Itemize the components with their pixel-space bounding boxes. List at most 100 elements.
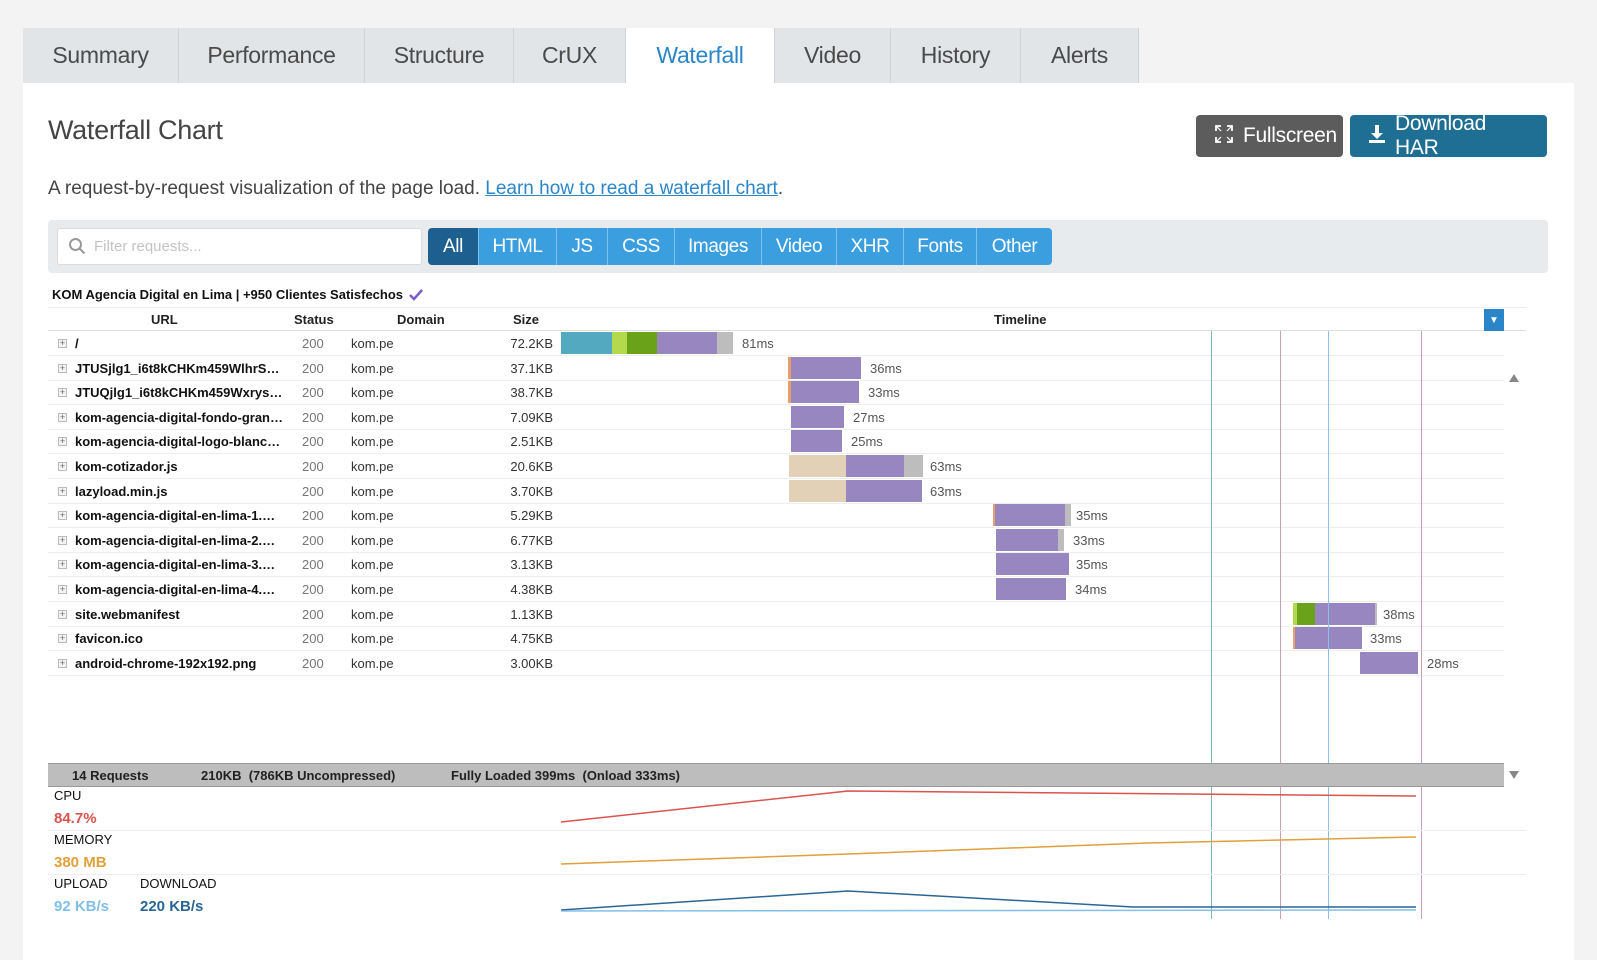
expand-row-icon[interactable]: + xyxy=(58,485,67,496)
timing-segment xyxy=(717,332,733,354)
description-end: . xyxy=(777,178,784,199)
request-duration: 81ms xyxy=(742,336,774,351)
timing-marker-line xyxy=(1421,331,1422,919)
timing-segment xyxy=(1315,602,1375,625)
timing-segment xyxy=(789,455,846,477)
timing-segment xyxy=(1375,602,1377,625)
tab-video[interactable]: Video xyxy=(775,28,891,83)
expand-row-icon[interactable]: + xyxy=(58,584,67,594)
verified-check-icon xyxy=(409,288,423,301)
tab-waterfall[interactable]: Waterfall xyxy=(626,28,775,83)
request-url: site.webmanifest xyxy=(75,606,180,622)
request-row[interactable]: + kom-agencia-digital-logo-blanco.svg 200 k… xyxy=(48,429,1504,455)
memory-line xyxy=(560,836,1417,865)
timing-segment xyxy=(1293,602,1297,625)
request-url: kom-agencia-digital-en-lima-2.webp xyxy=(75,532,285,548)
expand-row-icon[interactable]: + xyxy=(58,633,67,644)
request-row[interactable]: + lazyload.min.js 200 kom.pe 3.70KB 63ms xyxy=(48,479,1504,504)
filter-chip-other[interactable]: Other xyxy=(977,228,1052,265)
request-row[interactable]: + kom-agencia-digital-fondo-grande.webp 20… xyxy=(48,405,1504,430)
download-har-button[interactable]: Download HAR xyxy=(1350,112,1547,159)
col-domain[interactable]: Domain xyxy=(397,312,445,327)
request-url: JTUSjlg1_i6t8kCHKm459WlhrSTU.woff2 xyxy=(75,360,285,376)
tab-bar: Summary Performance Structure CrUX Waterfall… xyxy=(23,28,1139,83)
request-size: 2.51KB xyxy=(510,434,553,450)
col-url[interactable]: URL xyxy=(151,312,178,327)
timing-segment xyxy=(612,332,627,354)
request-row[interactable]: + JTUQjlg1_i6t8kCHKm459Wxrys.woff2 200 kom.… xyxy=(48,380,1504,406)
request-status: 200 xyxy=(302,582,324,597)
request-row[interactable]: + kom-cotizador.js 200 kom.pe 20.6KB 63ms xyxy=(48,454,1504,479)
request-duration: 63ms xyxy=(930,483,962,499)
request-row[interactable]: + / 200 kom.pe 72.2KB 81ms xyxy=(48,331,1504,356)
filter-chip-js[interactable]: JS xyxy=(557,228,608,265)
filter-input[interactable] xyxy=(94,229,414,264)
request-size: 3.70KB xyxy=(510,483,553,499)
expand-row-icon[interactable]: + xyxy=(58,608,67,619)
filter-chip-fonts[interactable]: Fonts xyxy=(904,228,977,265)
filter-chip-html[interactable]: HTML xyxy=(479,228,557,265)
request-row[interactable]: + kom-agencia-digital-en-lima-3.webp 200 ko… xyxy=(48,552,1504,578)
expand-row-icon[interactable]: + xyxy=(58,657,67,668)
learn-waterfall-link[interactable]: Learn how to read a waterfall chart xyxy=(485,178,778,199)
request-row[interactable]: + kom-agencia-digital-en-lima-2.webp 200 ko… xyxy=(48,528,1504,553)
filter-chip-video[interactable]: Video xyxy=(762,228,837,265)
request-row[interactable]: + favicon.ico 200 kom.pe 4.75KB 33ms xyxy=(48,626,1504,652)
timeline-options-dropdown[interactable]: ▼ xyxy=(1484,309,1504,331)
download-har-label: Download HAR xyxy=(1395,112,1486,159)
tab-structure[interactable]: Structure xyxy=(365,28,514,83)
description-text: A request-by-request visualization of th… xyxy=(48,178,480,199)
expand-row-icon[interactable]: + xyxy=(58,387,67,398)
timing-segment xyxy=(904,455,923,477)
request-status: 200 xyxy=(302,459,324,474)
download-line xyxy=(560,890,1416,911)
filter-chip-css[interactable]: CSS xyxy=(608,228,675,265)
summary-requests: 14 Requests xyxy=(72,768,149,783)
tab-performance[interactable]: Performance xyxy=(179,28,365,83)
expand-row-icon[interactable]: + xyxy=(58,534,67,545)
request-row[interactable]: + kom-agencia-digital-en-lima-1.webp 200 ko… xyxy=(48,503,1504,529)
col-status[interactable]: Status xyxy=(294,312,334,327)
request-row[interactable]: + site.webmanifest 200 kom.pe 1.13KB 38ms xyxy=(48,602,1504,627)
tab-history[interactable]: History xyxy=(891,28,1021,83)
download-icon xyxy=(1368,124,1386,149)
expand-row-icon[interactable]: + xyxy=(58,461,67,471)
expand-row-icon[interactable]: + xyxy=(58,411,67,422)
expand-row-icon[interactable]: + xyxy=(58,338,67,348)
expand-row-icon[interactable]: + xyxy=(58,436,67,447)
scroll-up-icon[interactable] xyxy=(1508,373,1520,383)
filter-chip-images[interactable]: Images xyxy=(675,228,762,265)
request-status: 200 xyxy=(302,557,324,573)
timing-segment xyxy=(995,504,1065,527)
expand-row-icon[interactable]: + xyxy=(58,559,67,570)
fullscreen-label: Fullscreen xyxy=(1243,124,1337,147)
request-domain: kom.pe xyxy=(351,655,394,671)
request-row[interactable]: + kom-agencia-digital-en-lima-4.webp 200 ko… xyxy=(48,577,1504,602)
timing-marker-line xyxy=(1280,331,1281,919)
search-icon xyxy=(69,238,86,255)
request-domain: kom.pe xyxy=(351,631,394,647)
request-row[interactable]: + android-chrome-192x192.png 200 kom.pe 3.00… xyxy=(48,651,1504,676)
timing-segment xyxy=(791,405,844,428)
timing-marker-line xyxy=(1328,331,1329,919)
request-size: 5.29KB xyxy=(510,508,553,524)
cpu-line xyxy=(560,790,1417,823)
expand-row-icon[interactable]: + xyxy=(58,362,67,373)
scroll-down-icon[interactable] xyxy=(1508,770,1520,780)
waterfall-summary: 14 Requests 210KB (786KB Uncompressed) F… xyxy=(48,763,1504,787)
timing-segment xyxy=(1297,602,1315,625)
filter-chip-xhr[interactable]: XHR xyxy=(837,228,904,265)
request-url: / xyxy=(75,336,79,351)
tab-crux[interactable]: CrUX xyxy=(514,28,626,83)
memory-value: 380 MB xyxy=(54,854,107,871)
tab-alerts[interactable]: Alerts xyxy=(1021,28,1139,83)
request-url: kom-agencia-digital-fondo-grande.webp xyxy=(75,409,285,425)
col-size[interactable]: Size xyxy=(513,312,540,327)
download-value: 220 KB/s xyxy=(140,898,204,915)
timing-segment xyxy=(789,479,846,502)
tab-summary[interactable]: Summary xyxy=(23,28,179,83)
fullscreen-button[interactable]: Fullscreen xyxy=(1196,115,1343,157)
filter-chip-all[interactable]: All xyxy=(428,228,479,265)
request-row[interactable]: + JTUSjlg1_i6t8kCHKm459WlhrSTU.woff2 200 ko… xyxy=(48,356,1504,381)
expand-row-icon[interactable]: + xyxy=(58,510,67,521)
